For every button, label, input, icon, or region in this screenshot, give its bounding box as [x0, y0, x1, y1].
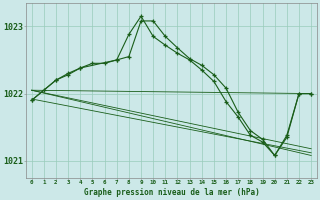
X-axis label: Graphe pression niveau de la mer (hPa): Graphe pression niveau de la mer (hPa)	[84, 188, 259, 197]
